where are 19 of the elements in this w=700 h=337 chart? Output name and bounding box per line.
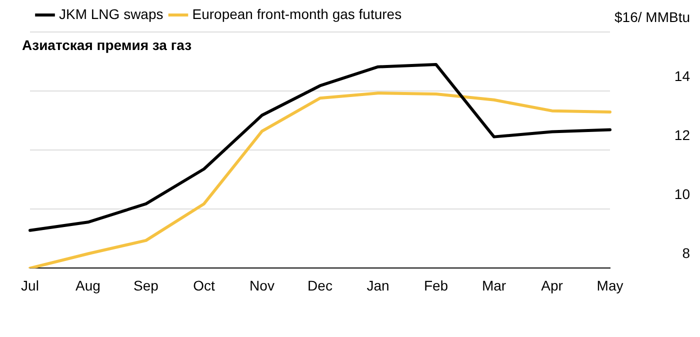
x-tick-label: Aug [76, 277, 100, 294]
x-tick-label: Dec [308, 277, 332, 294]
y-tick-label: 8 [682, 245, 690, 262]
x-tick-label: Mar [482, 277, 506, 294]
x-tick-label: Oct [193, 277, 215, 294]
x-tick-label: Apr [541, 277, 564, 294]
legend-label: European front-month gas futures [192, 6, 402, 22]
x-tick-label: Nov [250, 277, 274, 294]
x-tick-label: Jul [21, 277, 39, 294]
y-tick-label: $16/ MMBtu [614, 8, 690, 25]
x-tick-label: May [596, 277, 624, 294]
legend-label: JKM LNG swaps [59, 6, 164, 22]
chart-title: Азиатская премия за газ [22, 36, 192, 53]
x-tick-label: Jan [366, 277, 390, 294]
y-tick-label: 10 [674, 186, 690, 202]
x-tick-label: Feb [424, 277, 448, 294]
y-tick-label: 14 [674, 68, 690, 84]
y-tick-label: 12 [674, 126, 690, 143]
x-tick-label: Sep [134, 277, 159, 294]
